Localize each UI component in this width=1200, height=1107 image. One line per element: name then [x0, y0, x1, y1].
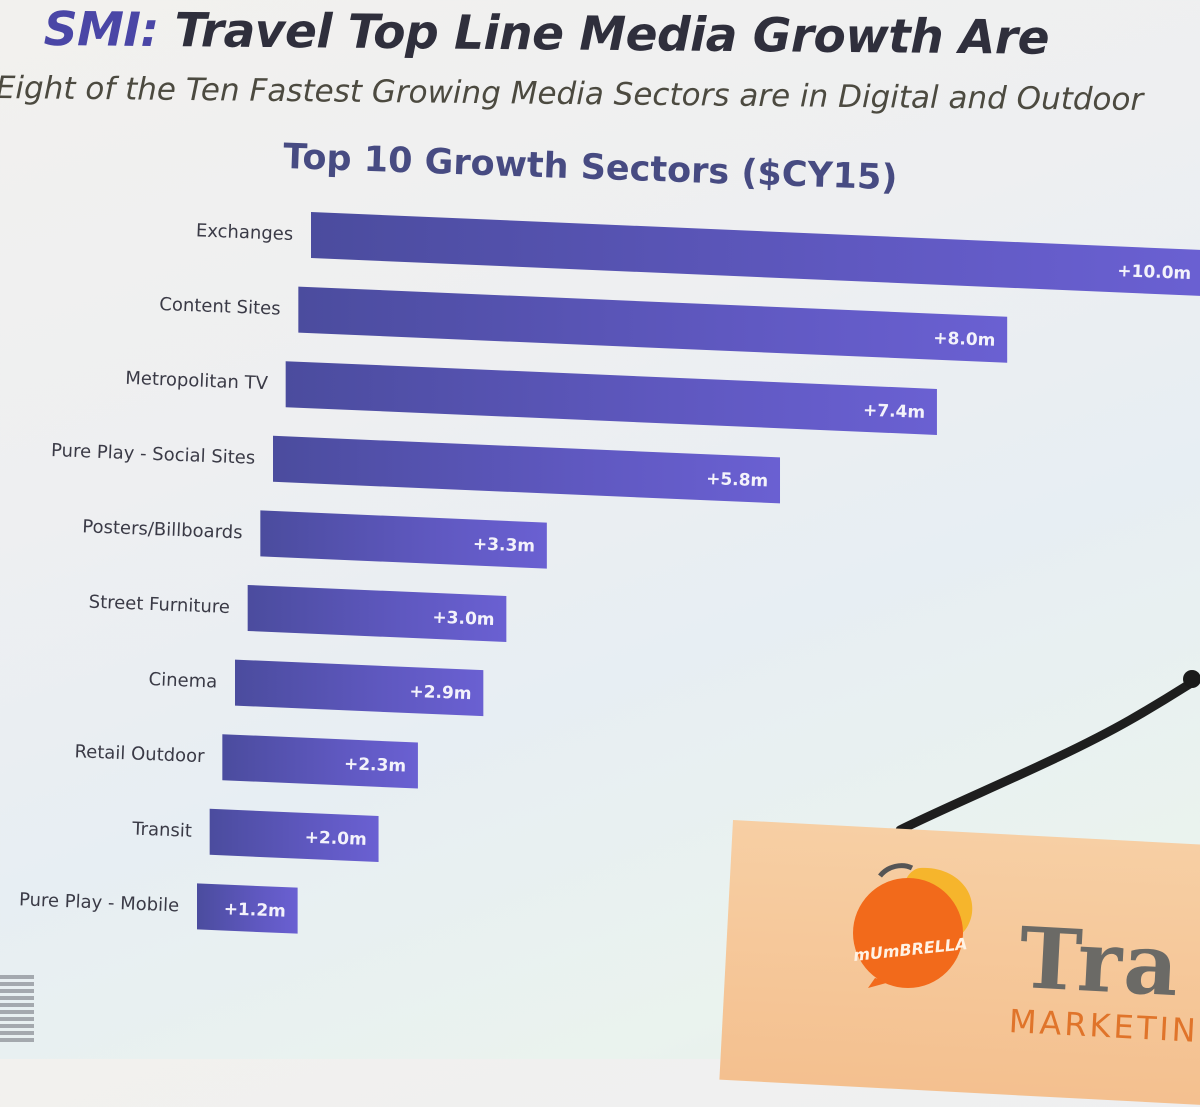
value-label: +2.9m: [409, 682, 472, 704]
category-label: Content Sites: [159, 294, 281, 320]
category-label: Retail Outdoor: [74, 741, 205, 767]
value-label: +1.2m: [223, 899, 286, 921]
bar-9: [197, 883, 298, 934]
bar-7: [222, 734, 418, 789]
bar-2: [285, 361, 937, 435]
bar-4: [260, 510, 547, 569]
brand-wordmark: Tra: [1016, 908, 1183, 1016]
category-label: Transit: [131, 818, 192, 841]
source-watermark: [0, 975, 34, 1045]
value-label: +7.4m: [863, 401, 926, 423]
bar-3: [273, 435, 781, 504]
value-label: +3.0m: [432, 608, 495, 630]
value-label: +2.0m: [304, 828, 367, 850]
value-label: +3.3m: [473, 534, 536, 556]
bar-5: [247, 585, 507, 643]
microphone-arm: [895, 670, 1200, 835]
umbrella-logo-icon: [853, 863, 973, 988]
value-label: +10.0m: [1117, 261, 1192, 284]
category-label: Exchanges: [196, 220, 294, 245]
bar-6: [235, 659, 484, 717]
bar-8: [209, 808, 379, 862]
value-label: +8.0m: [933, 328, 996, 350]
bar-0: [311, 212, 1200, 296]
value-label: +5.8m: [706, 469, 769, 491]
bar-1: [298, 286, 1008, 363]
value-label: +2.3m: [344, 754, 407, 776]
category-label: Cinema: [148, 669, 217, 693]
